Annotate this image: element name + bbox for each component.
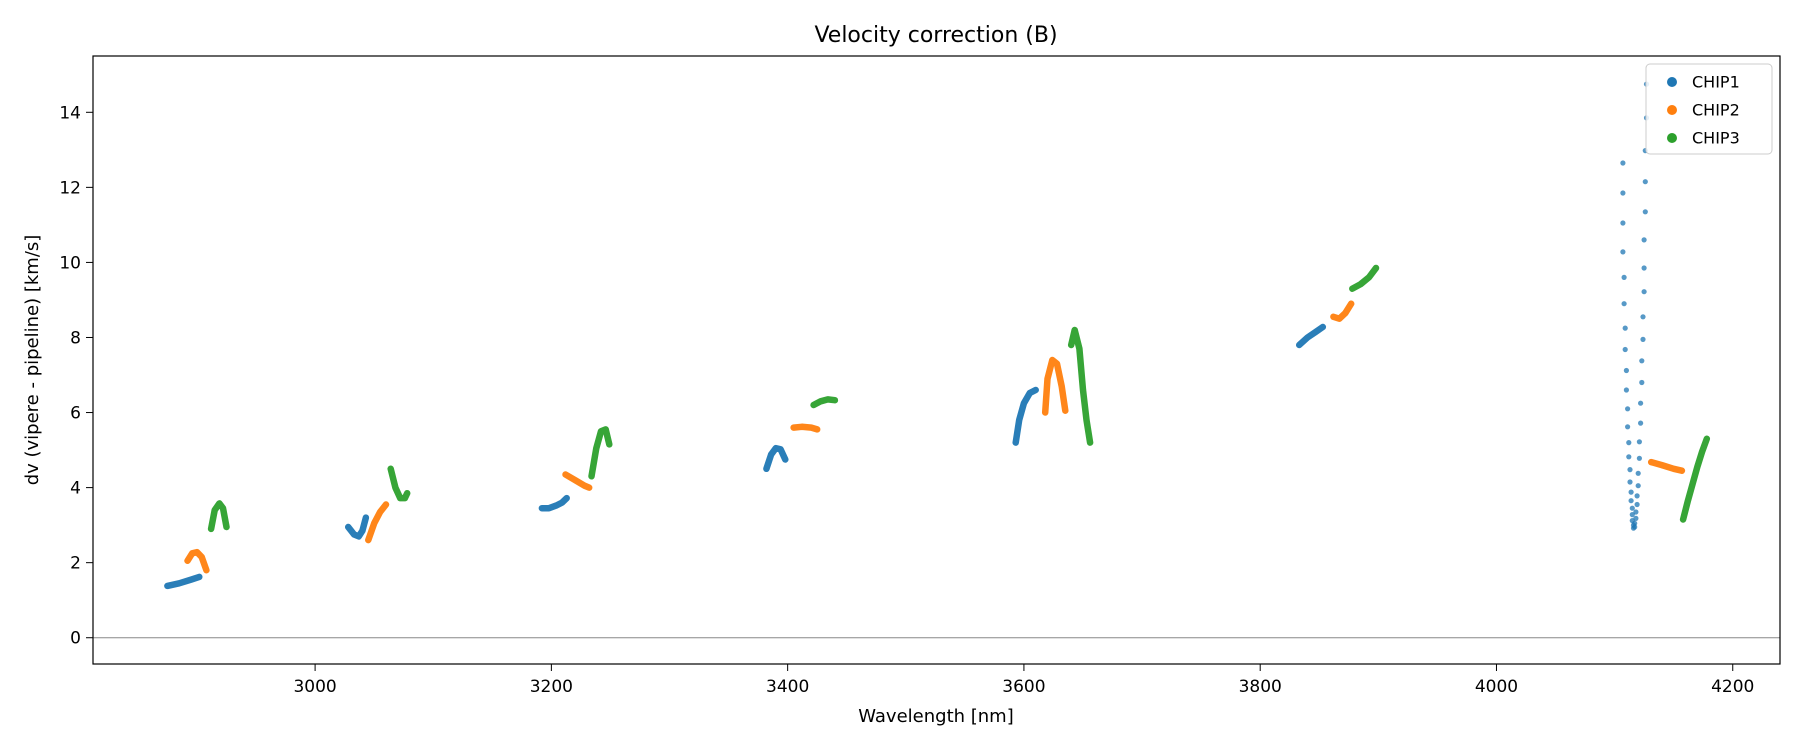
legend: CHIP1 CHIP2 CHIP3	[1645, 63, 1773, 155]
data-point	[1632, 524, 1638, 530]
data-point	[1636, 455, 1642, 461]
data-point	[1638, 400, 1644, 406]
legend-label-chip1: CHIP1	[1692, 73, 1740, 92]
series-chip3	[207, 264, 1711, 533]
x-tick-label: 3800	[1239, 677, 1282, 697]
data-point	[1639, 379, 1645, 386]
data-point	[1623, 367, 1629, 374]
data-point	[1626, 440, 1632, 446]
data-curve	[344, 514, 370, 540]
data-curve	[1330, 300, 1355, 322]
data-point	[1628, 498, 1634, 504]
data-point	[1622, 325, 1628, 331]
data-point	[1632, 520, 1638, 526]
data-point	[1621, 274, 1627, 280]
y-tick-label: 6	[70, 404, 81, 424]
legend-marker-chip3	[1667, 133, 1677, 143]
series-chip1	[164, 81, 1650, 590]
data-point	[1620, 160, 1626, 166]
y-axis-label: dv (vipere - pipeline) [km/s]	[22, 235, 43, 486]
data-point	[1634, 501, 1640, 508]
data-point	[1629, 511, 1635, 518]
data-point	[1641, 265, 1647, 271]
x-axis-label: Wavelength [nm]	[858, 706, 1014, 727]
data-point	[1638, 420, 1644, 426]
data-curve	[1067, 326, 1094, 446]
legend-label-chip3: CHIP3	[1692, 129, 1740, 148]
data-point	[1642, 179, 1648, 185]
y-tick-label: 4	[70, 479, 81, 499]
data-curve	[1012, 386, 1039, 446]
chart-title: Velocity correction (B)	[814, 23, 1057, 48]
data-point	[1635, 470, 1641, 476]
data-point	[1625, 406, 1631, 412]
data-curve	[588, 426, 613, 480]
y-tick-label: 10	[59, 253, 81, 273]
series-chip2	[184, 300, 1686, 574]
y-tick-label: 2	[70, 554, 81, 574]
data-curve	[810, 396, 839, 409]
data-point	[1641, 237, 1647, 243]
data-point	[1635, 483, 1641, 489]
data-curve	[387, 465, 411, 502]
data-curve	[1679, 435, 1711, 523]
plot-frame	[92, 55, 1781, 665]
data-point	[1629, 505, 1635, 511]
y-ticks: 0 2 4 6 8 10 12 14	[59, 103, 93, 649]
data-curve	[1295, 323, 1327, 349]
data-point	[1623, 387, 1629, 393]
data-curve	[538, 494, 570, 512]
data-curve	[365, 501, 390, 544]
x-ticks: 3000 3200 3400 3600 3800 4000 4200	[293, 664, 1754, 697]
data-point	[1633, 515, 1639, 522]
data-point	[1620, 220, 1626, 226]
legend-box	[1645, 63, 1773, 155]
y-tick-label: 12	[59, 178, 81, 198]
data-point	[1627, 479, 1633, 485]
data-curve	[1349, 264, 1380, 292]
data-curve	[562, 471, 593, 491]
x-tick-label: 3200	[530, 677, 573, 697]
data-point	[1626, 454, 1632, 460]
x-tick-label: 4000	[1475, 677, 1518, 697]
x-tick-label: 3600	[1002, 677, 1045, 697]
y-tick-label: 14	[59, 103, 81, 123]
data-curve	[1647, 458, 1686, 474]
legend-marker-chip2	[1667, 105, 1677, 115]
data-point	[1627, 467, 1633, 473]
data-curve	[763, 444, 789, 473]
data-point	[1625, 424, 1631, 430]
data-point	[1620, 249, 1626, 255]
data-point	[1641, 289, 1647, 295]
data-curve	[184, 548, 210, 574]
data-curve	[207, 500, 230, 533]
data-point	[1640, 336, 1646, 342]
data-point	[1640, 314, 1646, 320]
data-point	[1636, 439, 1642, 445]
x-tick-label: 3000	[293, 677, 336, 697]
data-point	[1639, 358, 1645, 364]
data-point	[1621, 301, 1627, 307]
data-point	[1633, 509, 1639, 515]
data-point	[1622, 346, 1628, 353]
legend-label-chip2: CHIP2	[1692, 101, 1740, 120]
data-point	[1634, 493, 1640, 499]
y-tick-label: 8	[70, 328, 81, 348]
data-curve	[164, 573, 203, 590]
data-curve	[790, 423, 821, 433]
data-point	[1642, 209, 1648, 215]
x-tick-label: 4200	[1711, 677, 1754, 697]
data-point	[1628, 489, 1634, 495]
legend-marker-chip1	[1667, 77, 1677, 87]
y-tick-label: 0	[70, 629, 81, 649]
x-tick-label: 3400	[766, 677, 809, 697]
data-point	[1620, 190, 1626, 196]
data-curve	[1041, 356, 1069, 416]
data-layer	[164, 81, 1711, 590]
